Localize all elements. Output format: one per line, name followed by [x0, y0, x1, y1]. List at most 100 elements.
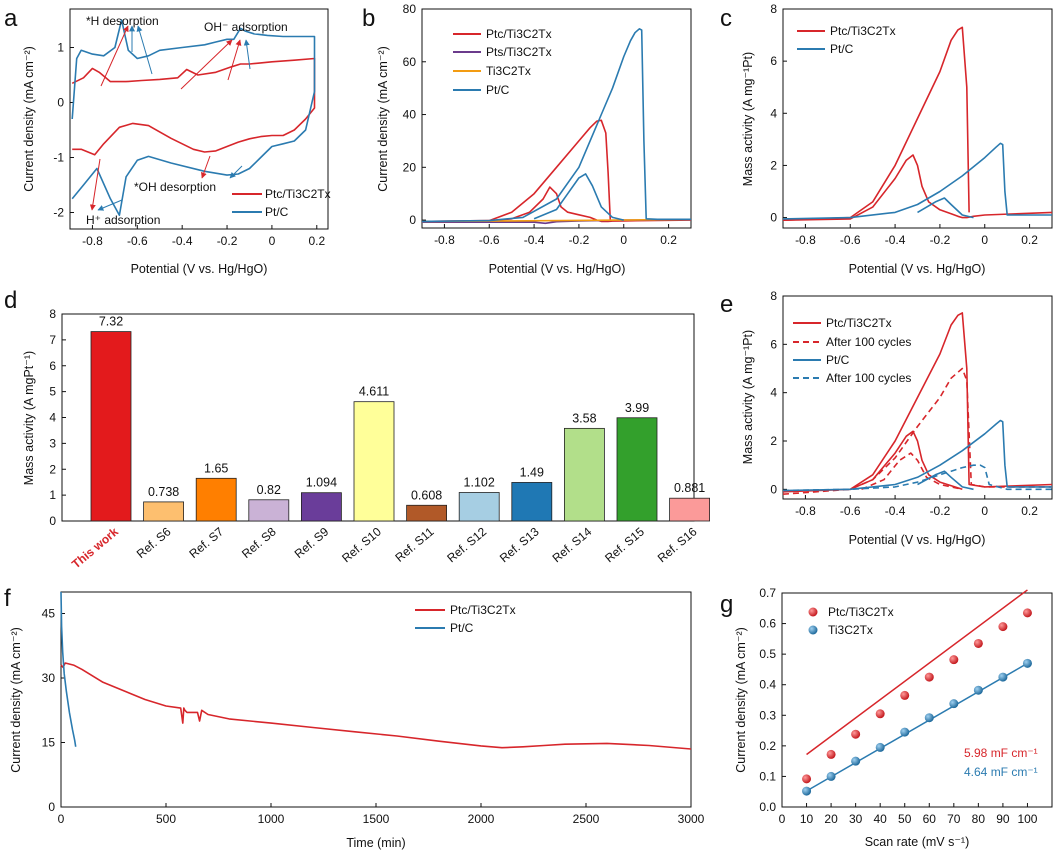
fit-label: 4.64 mF cm⁻¹	[964, 765, 1038, 779]
data-point	[875, 742, 885, 752]
x-tick-label: -0.6	[127, 234, 148, 248]
bar	[353, 401, 395, 522]
legend: Ptc/Ti3C2Tx Pt/C	[797, 24, 896, 56]
y-axis-label: Current density (mA cm⁻²)	[734, 627, 748, 773]
y-tick-label: 6	[49, 359, 56, 373]
y-tick-label: 0.3	[759, 708, 776, 722]
x-tick-label: 0	[981, 233, 988, 247]
annotation-arrows	[89, 25, 251, 211]
series-line	[421, 27, 691, 223]
category-label: Ref. S7	[186, 524, 226, 561]
y-tick-label: 0	[770, 482, 777, 496]
bar	[248, 499, 290, 522]
y-tick-label: 15	[42, 736, 56, 750]
data-point	[1022, 658, 1032, 668]
category-label: Ref. S12	[444, 524, 489, 565]
legend-label: Pt/C	[826, 353, 850, 367]
series-line	[782, 154, 1053, 221]
axis-ticks: -0.8 -0.6 -0.4 -0.2 0 0.2 -2 -1 0 1	[53, 41, 325, 249]
data-point	[973, 685, 983, 695]
legend: Ptc/Ti3C2Tx After 100 cycles Pt/C After …	[793, 316, 911, 385]
y-axis-label: Current density (mA cm⁻²)	[376, 46, 390, 192]
series-line	[421, 119, 612, 223]
panel-label: g	[720, 591, 733, 618]
y-tick-label: 0	[57, 96, 64, 110]
series-group	[782, 26, 1053, 221]
x-axis-label: Potential (V vs. Hg/HgO)	[131, 262, 268, 276]
axis-ticks: 0 500 1000 1500 2000 2500 3000 0 15 30 45	[42, 607, 705, 827]
panel-label: c	[720, 5, 732, 32]
legend-marker	[808, 607, 818, 617]
plot-frame	[421, 8, 692, 229]
panel-c: c -0.8 -0.6 -0.4 -0.2 0 0.2 0 2 4 6 8 Potential (V…	[720, 2, 1053, 276]
series-group	[71, 19, 316, 217]
x-tick-label: -0.4	[885, 504, 906, 518]
series-line	[917, 470, 974, 491]
arrow	[243, 39, 251, 70]
x-tick-label: 1500	[363, 812, 390, 826]
plot-frame	[69, 8, 329, 230]
legend-label: Pt/C	[450, 621, 474, 635]
category-label: Ref. S13	[497, 524, 542, 565]
y-tick-label: -2	[53, 206, 64, 220]
x-tick-label: 80	[972, 812, 986, 826]
y-tick-label: 2	[770, 158, 777, 172]
x-tick-label: 0.2	[1021, 233, 1038, 247]
data-label: 3.99	[625, 401, 649, 415]
data-point	[949, 655, 959, 665]
series-group	[421, 27, 692, 225]
x-axis-label: Scan rate (mV s⁻¹)	[865, 835, 970, 849]
fit-label: 5.98 mF cm⁻¹	[964, 746, 1038, 760]
y-tick-label: 0.1	[759, 769, 776, 783]
y-tick-label: 20	[403, 160, 417, 174]
x-tick-label: 90	[996, 812, 1010, 826]
legend: Ptc/Ti3C2Tx Ti3C2Tx	[808, 605, 894, 637]
x-tick-label: 0.2	[660, 233, 677, 247]
legend-label: Pt/C	[486, 83, 510, 97]
y-tick-label: 7	[49, 333, 56, 347]
series-line	[782, 419, 1052, 492]
data-label: 0.738	[148, 485, 179, 499]
legend-label: Ptc/Ti3C2Tx	[830, 24, 896, 38]
y-tick-label: 8	[770, 2, 777, 16]
x-tick-label: -0.4	[524, 233, 545, 247]
x-tick-label: -0.4	[172, 234, 193, 248]
arrow	[89, 158, 101, 211]
data-label: 1.65	[204, 461, 228, 475]
arrow	[201, 155, 211, 179]
data-point	[826, 771, 836, 781]
bar	[195, 477, 237, 522]
series-line	[782, 26, 970, 221]
x-tick-label: -0.6	[479, 233, 500, 247]
panel-e: e -0.8 -0.6 -0.4 -0.2 0 0.2 0 2 4 6 8 Potential (V…	[720, 289, 1053, 547]
x-axis-label: Time (min)	[346, 836, 405, 850]
y-axis-label: Mass activity (A mg⁻¹Pt)	[741, 330, 755, 464]
x-tick-label: 70	[947, 812, 961, 826]
y-axis-label: Mass activity (A mg⁻¹Pt)	[741, 52, 755, 186]
y-tick-label: 0.7	[759, 586, 776, 600]
x-tick-label: 1000	[258, 812, 285, 826]
arrow	[229, 165, 243, 179]
x-tick-label: 2500	[573, 812, 600, 826]
category-label: Ref. S6	[134, 524, 174, 561]
x-tick-label: -0.8	[82, 234, 103, 248]
category-label: Ref. S16	[655, 524, 700, 565]
x-tick-label: -0.2	[930, 233, 951, 247]
data-label: 1.102	[464, 475, 495, 489]
series-line	[71, 57, 316, 156]
y-tick-label: 8	[770, 289, 777, 303]
data-label: 1.094	[306, 476, 337, 490]
y-tick-label: 3	[49, 436, 56, 450]
data-label: 4.611	[359, 385, 389, 399]
series-line	[60, 591, 77, 747]
x-tick-label: -0.2	[569, 233, 590, 247]
panel-label: b	[362, 5, 375, 32]
y-tick-label: 60	[403, 55, 417, 69]
legend-label: Ptc/Ti3C2Tx	[265, 187, 331, 201]
bar	[564, 427, 605, 522]
y-tick-label: 2	[770, 434, 777, 448]
data-point	[998, 672, 1008, 682]
arrow	[180, 39, 233, 90]
series-line	[533, 173, 624, 221]
y-tick-label: 0	[48, 800, 55, 814]
